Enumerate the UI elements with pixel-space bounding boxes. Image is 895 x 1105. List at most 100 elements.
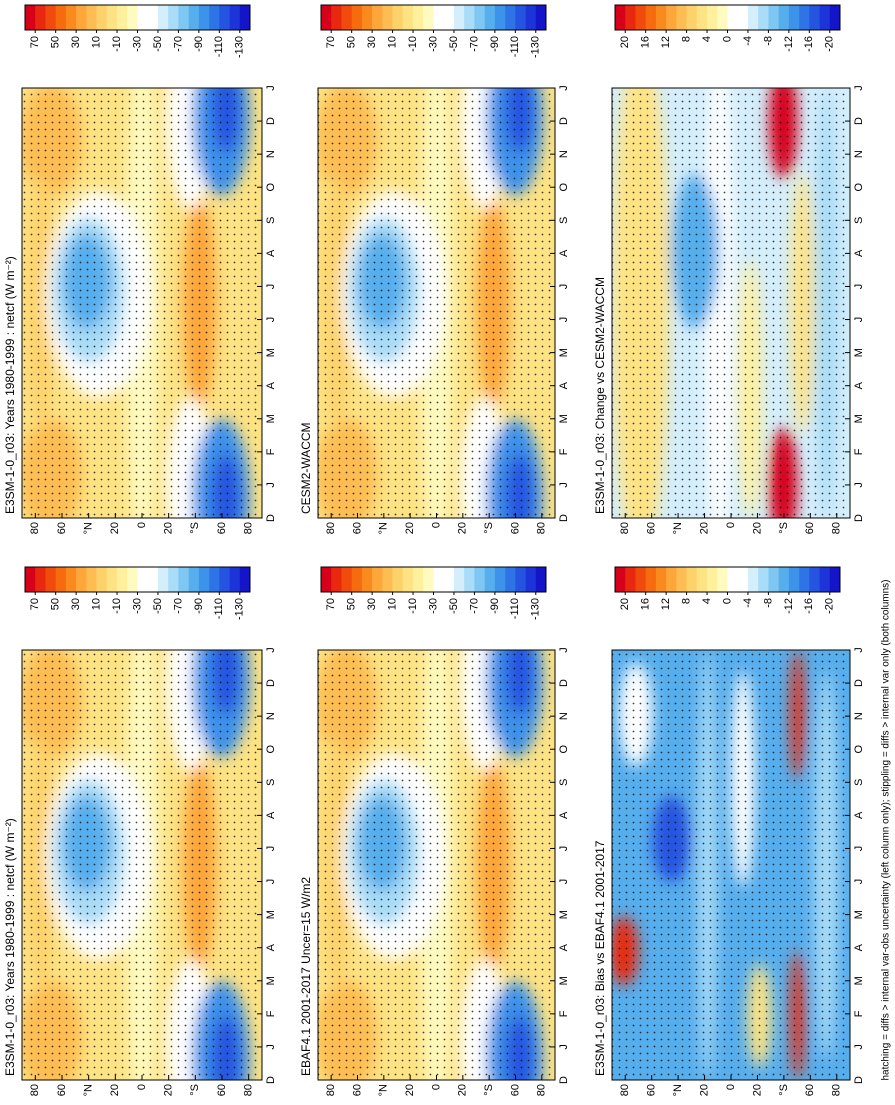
colorbar-swatch — [443, 5, 455, 30]
colorbar-swatch — [25, 567, 36, 592]
colorbar-swatch — [127, 567, 138, 592]
colorbar-swatch — [372, 5, 383, 30]
colorbar-swatch — [198, 567, 210, 592]
colorbar-swatch — [127, 5, 138, 30]
month-label: A — [265, 943, 277, 951]
month-label: O — [265, 183, 277, 192]
colorbar-swatch — [819, 5, 831, 30]
month-label: A — [265, 811, 277, 819]
colorbar-swatch — [239, 5, 251, 30]
month-label: J — [558, 284, 570, 290]
colorbar-swatch — [423, 567, 434, 592]
colorbar-swatch — [635, 567, 646, 592]
colorbar-swatch — [372, 567, 383, 592]
colorbar-label: 10 — [386, 598, 398, 610]
colorbar-swatch — [96, 5, 108, 30]
month-label: J — [853, 85, 865, 91]
month-label: S — [853, 217, 865, 224]
lat-tick-label: °N — [83, 522, 95, 534]
colorbar-swatch — [727, 5, 739, 30]
month-label: J — [558, 317, 570, 323]
month-label: S — [265, 779, 277, 786]
panel-title: E3SM-1-0_r03: Years 1980-1999 : netcf (W… — [3, 818, 17, 1076]
lat-tick-label: 20 — [457, 1084, 469, 1096]
colorbar-label: -50 — [152, 36, 164, 52]
colorbar-swatch — [717, 5, 728, 30]
colorbar-label: -50 — [152, 598, 164, 614]
colorbar-swatch — [55, 567, 67, 592]
month-label: O — [265, 745, 277, 754]
colorbar-swatch — [666, 567, 677, 592]
month-label: D — [558, 117, 570, 125]
month-label: J — [265, 647, 277, 653]
colorbar-swatch — [351, 567, 363, 592]
colorbar-label: -110 — [213, 598, 225, 619]
month-label: M — [853, 976, 865, 985]
month-label: A — [853, 249, 865, 257]
colorbar-swatch — [625, 5, 636, 30]
colorbar-swatch — [45, 567, 56, 592]
month-label: J — [265, 284, 277, 290]
colorbar-swatch — [737, 5, 749, 30]
month-label: J — [853, 482, 865, 488]
month-label: D — [265, 514, 277, 522]
month-label: J — [853, 284, 865, 290]
colorbar-swatch — [402, 5, 414, 30]
colorbar-swatch — [45, 5, 56, 30]
panel-title: CESM2-WACCM — [299, 422, 313, 514]
colorbar-swatch — [433, 567, 445, 592]
month-label: J — [853, 647, 865, 653]
month-label: J — [558, 879, 570, 885]
colorbar-swatch — [707, 5, 718, 30]
lat-tick-label: 80 — [29, 1084, 41, 1096]
month-label: J — [853, 1044, 865, 1050]
month-label: D — [265, 1076, 277, 1084]
lat-tick-label: 80 — [831, 1084, 843, 1096]
lat-tick-label: 0 — [136, 522, 148, 528]
panel-title: E3SM-1-0_r03: Bias vs EBAF4.1 2001-2017 — [593, 840, 607, 1076]
lat-tick-label: 80 — [536, 522, 548, 534]
colorbar-label: -50 — [448, 36, 460, 52]
month-label: S — [853, 779, 865, 786]
month-label: D — [853, 679, 865, 687]
colorbar-swatch — [737, 567, 749, 592]
colorbar-label: 50 — [50, 36, 62, 48]
panel-title: E3SM-1-0_r03: Years 1980-1999 : netcf (W… — [3, 256, 17, 514]
lat-tick-label: 0 — [430, 522, 442, 528]
month-label: D — [558, 1076, 570, 1084]
month-label: M — [853, 348, 865, 357]
lat-tick-label: 60 — [804, 522, 816, 534]
month-label: A — [558, 811, 570, 819]
month-label: M — [558, 414, 570, 423]
colorbar-label: 20 — [619, 598, 631, 610]
lat-tick-label: 80 — [536, 1084, 548, 1096]
colorbar-swatch — [239, 567, 251, 592]
lat-tick-label: °S — [189, 522, 201, 534]
colorbar-swatch — [525, 567, 537, 592]
panel-title: EBAF4.1 2001-2017 Uncer=15 W/m2 — [299, 877, 313, 1076]
colorbar-swatch — [392, 567, 404, 592]
colorbar-swatch — [645, 567, 657, 592]
colorbar-label: 4 — [701, 36, 713, 42]
colorbar-swatch — [443, 567, 455, 592]
month-label: M — [558, 976, 570, 985]
lat-tick-label: 20 — [751, 522, 763, 534]
stippling — [612, 88, 850, 518]
colorbar-label: -30 — [131, 36, 143, 52]
colorbar-label: -10 — [407, 598, 419, 614]
colorbar-swatch — [515, 5, 526, 30]
lat-tick-label: 60 — [351, 522, 363, 534]
month-label: M — [558, 910, 570, 919]
colorbar-swatch — [321, 5, 332, 30]
month-label: M — [853, 414, 865, 423]
lat-tick-label: 20 — [698, 1084, 710, 1096]
month-label: O — [558, 183, 570, 192]
colorbar-swatch — [505, 5, 516, 30]
lat-tick-label: 20 — [163, 522, 175, 534]
colorbar-swatch — [635, 5, 646, 30]
colorbar-swatch — [768, 567, 779, 592]
month-label: J — [853, 879, 865, 885]
colorbar-swatch — [809, 567, 820, 592]
colorbar-swatch — [229, 5, 241, 30]
colorbar-swatch — [351, 5, 363, 30]
